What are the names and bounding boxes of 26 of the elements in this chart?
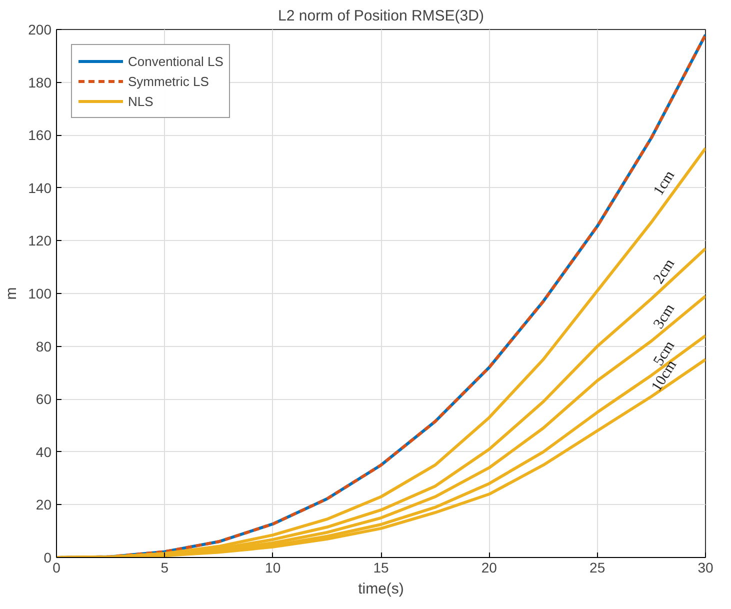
y-axis-title: m [3,287,20,300]
legend-label: Conventional LS [128,54,224,68]
y-tick-label: 120 [28,232,52,249]
y-tick-label: 100 [28,286,52,302]
annotation: 3cm [650,301,678,332]
x-tick-label: 30 [698,560,714,576]
annotation: 2cm [650,256,678,287]
y-tick-label: 60 [36,391,52,408]
x-tick-label: 25 [590,560,606,576]
y-tick-label: 140 [28,180,52,196]
legend-label: Symmetric LS [128,74,209,88]
annotation: 1cm [650,168,678,198]
x-axis-title: time(s) [358,580,404,598]
chart-title: L2 norm of Position RMSE(3D) [278,8,484,24]
y-tick-label: 80 [36,338,52,354]
x-tick-label: 20 [481,560,498,576]
legend-label: NLS [128,94,154,108]
y-tick-label: 160 [28,127,52,144]
y-tick-label: 180 [28,74,52,90]
y-tick-label: 20 [36,496,52,513]
y-tick-label: 40 [36,444,52,460]
y-tick-label: 200 [28,22,52,38]
y-tick-label: 0 [44,550,52,566]
x-tick-label: 5 [160,560,169,576]
x-tick-label: 10 [265,560,281,576]
x-tick-label: 15 [373,560,389,576]
